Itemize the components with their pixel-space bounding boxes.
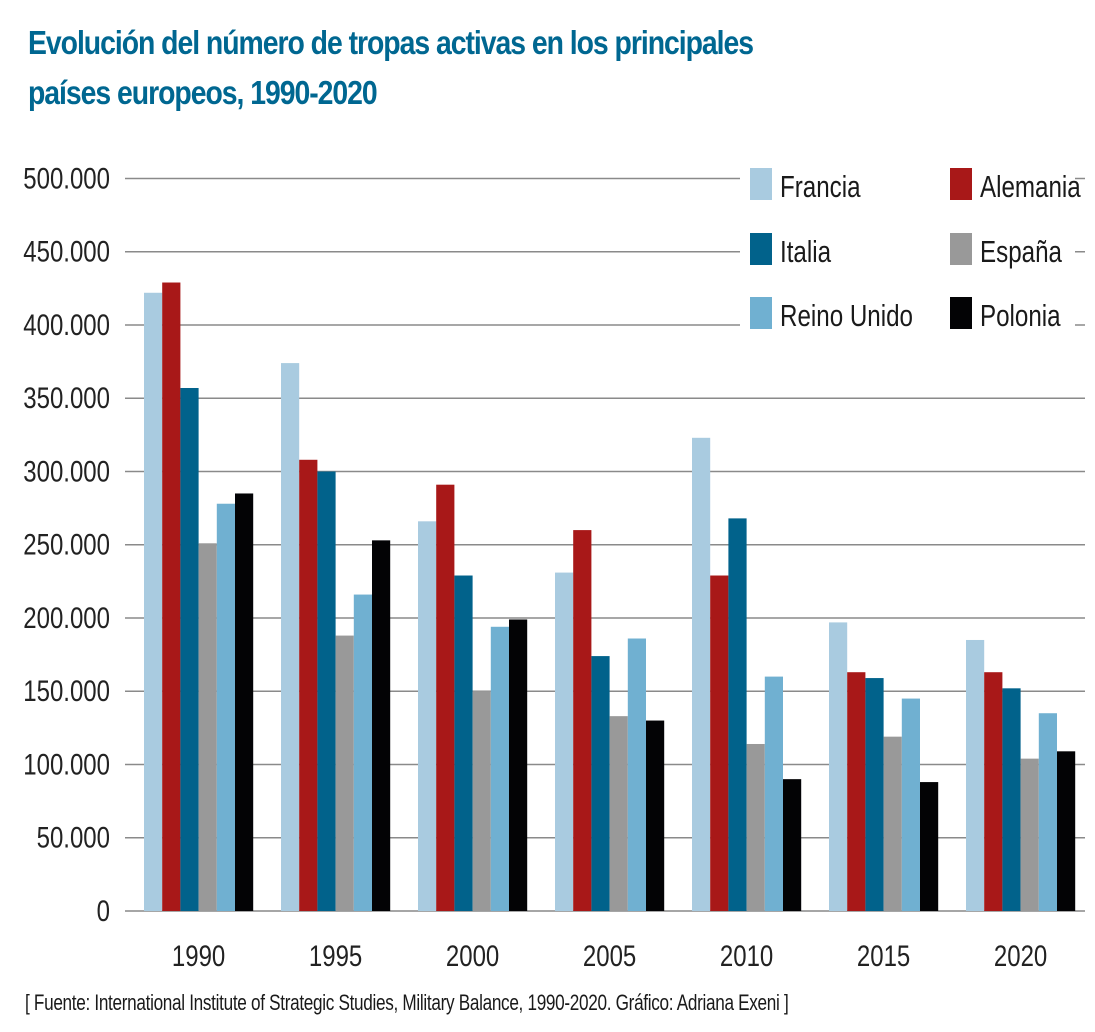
bar-reino-unido-2010 (764, 676, 783, 911)
source-note: [ Fuente: International Institute of Str… (25, 990, 789, 1015)
bar-reino-unido-2015 (901, 698, 920, 911)
x-axis: 1990 1995 2000 2005 2010 2015 2020 (172, 938, 1047, 972)
bar-españa-1990 (198, 543, 217, 911)
y-tick-label: 0 (97, 893, 110, 927)
bar-alemania-1995 (299, 459, 318, 911)
legend-label: Francia (780, 169, 861, 204)
bar-francia-1990 (144, 292, 163, 911)
bar-españa-2010 (746, 743, 765, 911)
bar-reino-unido-1995 (353, 594, 372, 911)
legend-label: España (980, 234, 1062, 269)
y-tick-label: 200.000 (23, 600, 110, 634)
bar-alemania-2005 (573, 530, 592, 911)
bar-españa-2005 (609, 716, 628, 911)
legend-label: Polonia (980, 298, 1061, 333)
bar-alemania-2020 (984, 672, 1003, 911)
x-tick-label: 1990 (172, 938, 225, 972)
y-tick-label: 400.000 (23, 307, 110, 341)
bar-españa-2020 (1020, 758, 1039, 911)
bar-polonia-2000 (509, 619, 528, 911)
bar-alemania-2015 (847, 672, 866, 911)
chart-title-line-1: Evolución del número de tropas activas e… (28, 24, 754, 61)
y-tick-label: 500.000 (23, 161, 110, 195)
y-tick-label: 50.000 (37, 820, 110, 854)
legend-label: Alemania (980, 169, 1081, 204)
x-tick-label: 2015 (857, 938, 910, 972)
bar-italia-2020 (1002, 688, 1021, 911)
bar-francia-1995 (281, 363, 300, 912)
chart-title: Evolución del número de tropas activas e… (28, 18, 888, 118)
bar-alemania-2000 (436, 484, 455, 911)
legend-background (740, 160, 1075, 340)
chart-title-line-2: países europeos, 1990-2020 (28, 74, 378, 111)
bar-polonia-2020 (1057, 751, 1076, 911)
x-tick-label: 2020 (994, 938, 1047, 972)
bar-españa-1995 (335, 635, 354, 911)
bar-francia-2000 (418, 521, 437, 911)
bar-polonia-2010 (783, 779, 802, 911)
legend-swatch-italia (750, 233, 772, 265)
y-axis: 0 50.000 100.000 150.000 200.000 250.000 300.0… (23, 161, 110, 928)
y-tick-label: 150.000 (23, 674, 110, 708)
bar-francia-2015 (829, 622, 848, 911)
bar-italia-1995 (317, 471, 336, 911)
bars (144, 282, 1076, 912)
y-tick-label: 100.000 (23, 747, 110, 781)
y-tick-label: 450.000 (23, 234, 110, 268)
legend-swatch-alemania (950, 168, 972, 200)
x-tick-label: 2010 (720, 938, 773, 972)
bar-alemania-1990 (162, 282, 181, 911)
bar-italia-2005 (591, 656, 610, 911)
y-tick-label: 300.000 (23, 454, 110, 488)
x-tick-label: 2000 (446, 938, 499, 972)
bar-españa-2015 (883, 736, 902, 911)
bar-polonia-1995 (372, 540, 391, 911)
legend-label: Reino Unido (780, 298, 913, 333)
bar-reino-unido-2000 (490, 626, 509, 911)
legend-swatch-reino-unido (750, 297, 772, 329)
bar-reino-unido-2005 (627, 638, 646, 911)
bar-polonia-2015 (920, 782, 939, 911)
legend-label: Italia (780, 234, 832, 269)
bar-francia-2020 (966, 639, 985, 911)
bar-alemania-2010 (710, 575, 729, 911)
bar-polonia-1990 (235, 493, 254, 911)
bar-polonia-2005 (646, 720, 665, 911)
legend-swatch-españa (950, 233, 972, 265)
x-tick-label: 2005 (583, 938, 636, 972)
legend-swatch-polonia (950, 297, 972, 329)
legend-swatch-francia (750, 168, 772, 200)
bar-italia-2015 (865, 678, 884, 911)
y-tick-label: 250.000 (23, 527, 110, 561)
bar-reino-unido-1990 (216, 503, 235, 911)
bar-francia-2010 (692, 437, 711, 911)
bar-reino-unido-2020 (1038, 713, 1057, 911)
bar-españa-2000 (472, 691, 491, 911)
bar-italia-2000 (454, 575, 473, 911)
bar-francia-2005 (555, 572, 574, 911)
legend: Francia Alemania Italia España Reino Unido Po… (740, 160, 1081, 340)
y-tick-label: 350.000 (23, 381, 110, 415)
bar-italia-1990 (180, 387, 199, 911)
x-tick-label: 1995 (309, 938, 362, 972)
bar-italia-2010 (728, 518, 747, 911)
